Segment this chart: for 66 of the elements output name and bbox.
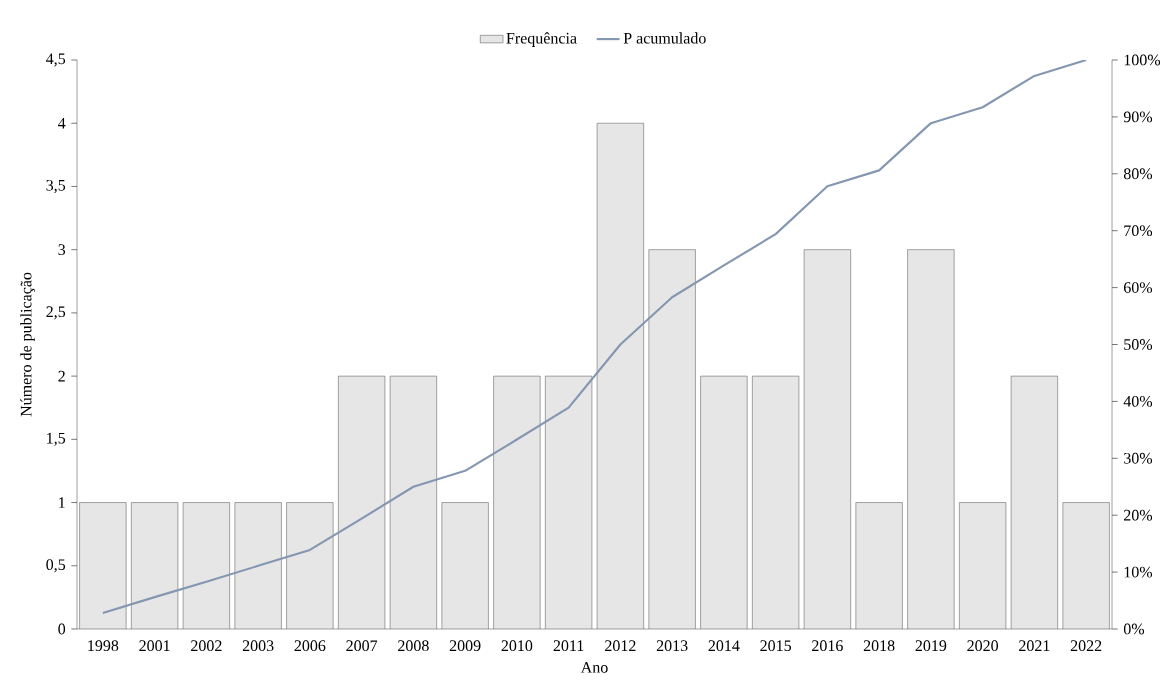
y2-tick-label: 70% — [1124, 225, 1153, 237]
bar — [648, 249, 696, 629]
x-tick-label: 2019 — [915, 640, 947, 652]
bar — [234, 502, 282, 629]
legend-label: Frequência — [506, 32, 577, 47]
y2-tick-label: 10% — [1124, 566, 1153, 578]
x-tick-label: 2003 — [242, 640, 274, 652]
y-tick-label: 2,5 — [46, 306, 66, 320]
legend-label: P acumulado — [623, 32, 706, 44]
x-tick-label: 2006 — [294, 640, 326, 652]
y-tick-label: 3 — [58, 244, 66, 256]
bar — [79, 502, 127, 629]
x-tick-label: 2008 — [398, 640, 429, 652]
x-tick-label: 2015 — [760, 640, 792, 652]
x-tick-label: 2002 — [191, 640, 222, 652]
bar — [131, 502, 179, 629]
y-axis-title: Número de publicação — [20, 272, 35, 417]
bar — [389, 375, 437, 629]
x-tick-label: 2013 — [656, 640, 688, 652]
y2-tick-label: 40% — [1123, 395, 1153, 407]
bar — [803, 249, 851, 629]
x-tick-label: 2011 — [553, 640, 584, 652]
y2-tick-label: 60% — [1123, 282, 1153, 294]
y-tick-label: 1 — [59, 497, 65, 508]
bar — [1010, 375, 1058, 629]
bar — [596, 122, 644, 629]
x-tick-label: 2001 — [139, 640, 170, 652]
bar — [700, 375, 748, 629]
y2-tick-label: 30% — [1124, 452, 1153, 464]
x-tick-label: 2014 — [708, 640, 740, 652]
y2-tick-label: 20% — [1124, 509, 1153, 521]
y2-tick-label: 80% — [1123, 168, 1153, 180]
bar — [441, 502, 489, 629]
y-tick-label: 0,5 — [46, 559, 66, 573]
y-tick-label: 4 — [58, 117, 66, 129]
y2-tick-label: 90% — [1123, 111, 1153, 123]
y-tick-label: 1,5 — [47, 432, 66, 446]
x-tick-label: 2022 — [1070, 640, 1102, 652]
y-tick-label: 2 — [58, 370, 65, 382]
x-axis-title: Ano — [580, 662, 608, 673]
bar — [338, 375, 386, 629]
y-tick-label: 3,5 — [46, 179, 66, 193]
y-tick-label: 0 — [58, 623, 66, 635]
line-series — [101, 59, 1088, 615]
bar — [752, 375, 800, 629]
x-tick-label: 2009 — [449, 640, 481, 652]
x-tick-label: 2021 — [1019, 640, 1050, 652]
bar — [545, 375, 593, 629]
y2-tick-label: 100% — [1124, 54, 1161, 66]
bar — [182, 502, 230, 629]
y-tick-label: 4,5 — [46, 53, 66, 67]
bar — [959, 502, 1007, 629]
y2-tick-label: 50% — [1124, 339, 1153, 350]
bar — [907, 249, 955, 629]
x-tick-label: 2007 — [346, 640, 378, 652]
x-tick-label: 2020 — [967, 640, 999, 652]
y2-tick-label: 0% — [1123, 623, 1145, 635]
bar — [855, 502, 903, 629]
x-tick-label: 2010 — [501, 640, 533, 652]
bar — [493, 375, 541, 629]
bar — [286, 502, 334, 629]
x-tick-label: 2012 — [605, 640, 636, 652]
x-tick-label: 2016 — [812, 640, 843, 652]
x-tick-label: 2018 — [863, 640, 895, 652]
bar — [1062, 502, 1110, 629]
x-tick-label: 1998 — [88, 640, 119, 652]
